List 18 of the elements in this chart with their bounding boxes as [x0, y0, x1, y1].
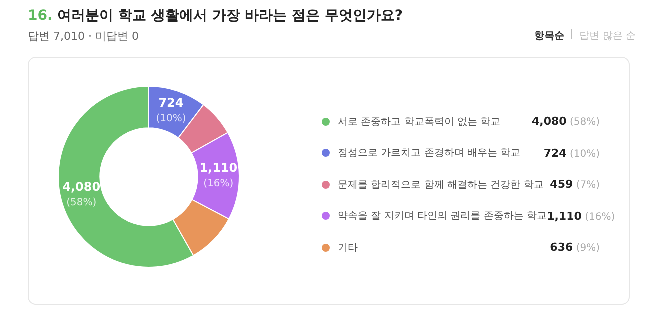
text: 항목순 [534, 30, 564, 43]
text: 4,080 (58%) [532, 115, 600, 128]
data-label: 636 (9%) [550, 241, 600, 254]
chart-subtitle: 답변 7,010 · 미답변 0 [28, 29, 139, 44]
data-label: 4,080 (58%) [62, 180, 101, 208]
legend-label: 서로 존중하고 학교폭력이 없는 학교 [338, 116, 502, 129]
chart-title: 16. 여러분이 학교 생활에서 가장 바라는 점은 무엇인가요? [28, 8, 404, 24]
data-label: 459 (7%) [550, 178, 600, 192]
text: 1,110 (16%) [547, 210, 616, 223]
text: 724 (10%) [544, 146, 600, 160]
legend-label: 약속을 잘 지키며 타인의 권리를 존중하는 학교 [338, 210, 548, 224]
legend-label: 문제를 합리적으로 함께 해결하는 건강한 학교 [338, 178, 545, 192]
data-label: 724 (10%) [156, 96, 186, 125]
legend-label: 정성으로 가르치고 존경하며 배우는 학교 [338, 147, 522, 160]
legend-label: 기타 [338, 242, 359, 255]
text: 답변 많은 순 [580, 30, 636, 43]
data-label: 1,110 (16%) [200, 161, 238, 190]
text: | [570, 29, 574, 42]
